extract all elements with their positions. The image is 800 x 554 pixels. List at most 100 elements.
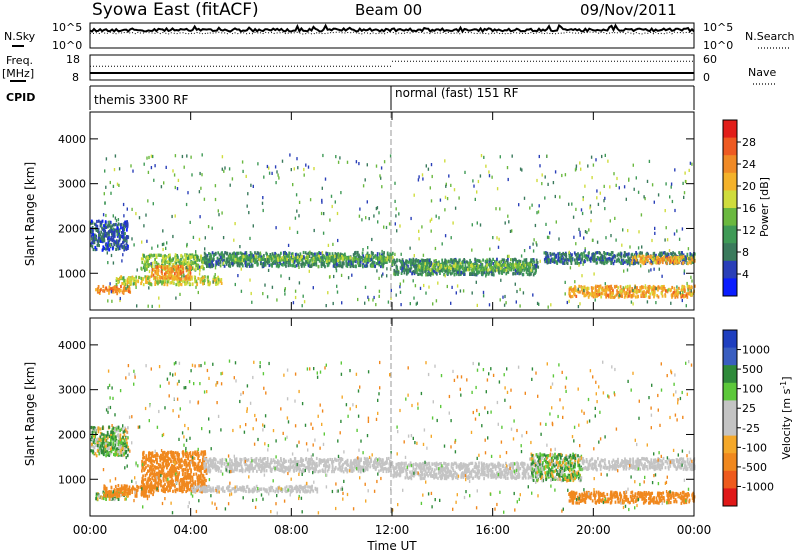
scatter-cell	[501, 258, 504, 262]
scatter-cell	[128, 289, 130, 294]
scatter-cell	[566, 261, 568, 265]
scatter-cell	[280, 251, 282, 255]
scatter-cell	[646, 290, 648, 294]
scatter-cell	[112, 184, 115, 188]
scatter-cell	[643, 257, 645, 261]
scatter-cell	[434, 246, 437, 251]
scatter-cell	[244, 251, 247, 255]
scatter-cell	[185, 475, 187, 479]
scatter-cell	[108, 243, 111, 247]
scatter-cell	[118, 494, 121, 498]
scatter-cell	[119, 296, 121, 301]
scatter-cell	[374, 264, 376, 268]
scatter-cell	[472, 179, 474, 183]
scatter-cell	[676, 229, 678, 233]
scatter-cell	[191, 261, 194, 265]
scatter-cell	[182, 262, 184, 266]
scatter-cell	[96, 497, 99, 501]
scatter-cell	[333, 274, 335, 279]
freq-top-tick: 18	[66, 53, 80, 66]
scatter-cell	[136, 304, 138, 308]
scatter-cell	[383, 257, 385, 261]
scatter-cell	[528, 261, 531, 265]
scatter-cell	[569, 287, 572, 291]
scatter-cell	[184, 260, 187, 264]
scatter-cell	[488, 260, 491, 265]
scatter-cell	[488, 303, 491, 307]
scatter-cell	[670, 255, 672, 260]
scatter-cell	[390, 296, 392, 300]
scatter-cell	[154, 482, 156, 486]
scatter-cell	[472, 262, 475, 266]
scatter-cell	[657, 261, 659, 265]
scatter-cell	[165, 246, 167, 250]
scatter-cell	[527, 266, 530, 270]
scatter-cell	[430, 229, 432, 233]
scatter-cell	[350, 262, 353, 266]
scatter-cell	[204, 452, 207, 456]
scatter-cell	[652, 291, 655, 295]
scatter-cell	[681, 285, 684, 289]
scatter-cell	[109, 282, 111, 286]
scatter-cell	[630, 300, 633, 304]
scatter-cell	[661, 274, 663, 278]
scatter-cell	[468, 266, 471, 270]
scatter-cell	[115, 247, 117, 251]
scatter-cell	[274, 260, 277, 264]
scatter-cell	[366, 163, 368, 167]
scatter-cell	[394, 272, 397, 277]
scatter-cell	[690, 293, 693, 297]
scatter-cell	[203, 251, 206, 255]
scatter-cell	[364, 301, 366, 305]
scatter-cell	[678, 237, 681, 241]
scatter-cell	[603, 261, 606, 265]
scatter-cell	[652, 286, 655, 290]
scatter-cell	[589, 206, 591, 210]
scatter-cell	[617, 257, 620, 261]
scatter-cell	[599, 260, 602, 264]
scatter-cell	[261, 257, 263, 261]
scatter-cell	[266, 255, 269, 259]
scatter-cell	[612, 262, 615, 266]
scatter-cell	[289, 153, 291, 157]
scatter-cell	[376, 269, 378, 273]
scatter-cell	[545, 222, 547, 226]
scatter-cell	[568, 258, 570, 262]
scatter-cell	[453, 258, 455, 262]
scatter-cell	[273, 254, 276, 258]
scatter-cell	[162, 260, 164, 264]
cpid-label: CPID	[6, 91, 35, 104]
scatter-cell	[224, 251, 227, 255]
y-tick-label: 2000	[58, 222, 86, 235]
scatter-cell	[152, 474, 155, 478]
scatter-cell	[495, 207, 497, 211]
scatter-cell	[649, 292, 652, 296]
scatter-cell	[99, 288, 102, 292]
scatter-cell	[96, 239, 99, 243]
scatter-cell	[571, 202, 573, 206]
scatter-cell	[681, 261, 684, 265]
scatter-cell	[113, 168, 116, 172]
scatter-cell	[157, 269, 160, 273]
scatter-cell	[113, 489, 116, 493]
scatter-cell	[568, 299, 570, 303]
scatter-cell	[620, 261, 622, 265]
scatter-cell	[672, 261, 675, 266]
scatter-cell	[129, 492, 131, 496]
scatter-cell	[395, 293, 397, 297]
scatter-cell	[263, 263, 266, 267]
scatter-cell	[239, 251, 242, 255]
scatter-cell	[195, 267, 197, 271]
scatter-cell	[264, 263, 267, 267]
scatter-cell	[302, 250, 305, 255]
scatter-cell	[266, 295, 269, 299]
scatter-cell	[455, 272, 458, 276]
scatter-cell	[500, 278, 502, 282]
scatter-cell	[444, 234, 447, 238]
scatter-cell	[116, 233, 119, 237]
scatter-cell	[519, 167, 522, 171]
scatter-cell	[488, 174, 491, 178]
scatter-cell	[584, 249, 586, 253]
scatter-cell	[683, 256, 686, 261]
scatter-cell	[608, 288, 610, 292]
